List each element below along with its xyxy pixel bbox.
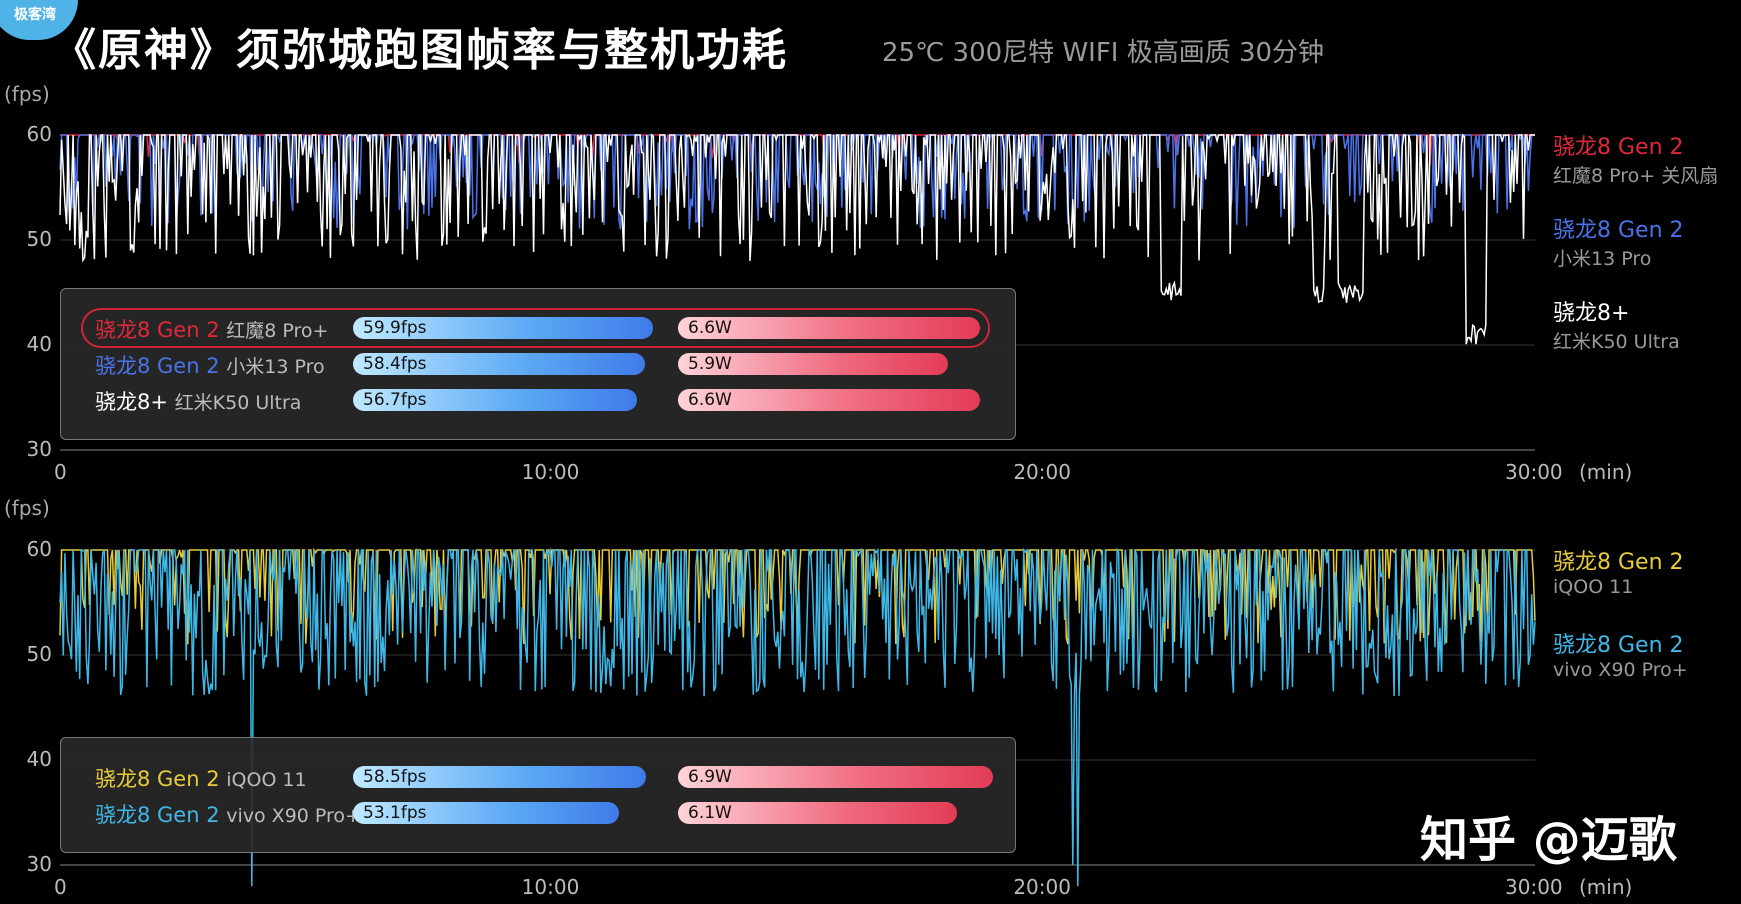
x-tick-label: 30:00 [1505, 875, 1563, 899]
power-bar: 6.1W [678, 802, 957, 824]
summary-device: 红米K50 Ultra [174, 392, 302, 414]
summary-name: 骁龙8 Gen 2 小米13 Pro [95, 350, 325, 380]
y-tick-label: 50 [26, 642, 52, 666]
power-bar-label: 6.6W [688, 390, 732, 410]
power-bar: 6.6W [678, 389, 980, 411]
summary-device: 红魔8 Pro+ [226, 320, 329, 342]
summary-device: iQOO 11 [226, 769, 307, 791]
power-bar-label: 6.6W [688, 318, 732, 338]
summary-row: 骁龙8+ 红米K50 Ultra 56.7fps 6.6W [61, 383, 1015, 417]
series-line-0-2 [59, 133, 1535, 345]
summary-row: 骁龙8 Gen 2 vivo X90 Pro+ 53.1fps 6.1W [61, 796, 1015, 830]
highlight-outline [81, 308, 990, 348]
chart-subtitle: 25℃ 300尼特 WIFI 极高画质 30分钟 [882, 38, 1325, 68]
power-bar: 5.9W [678, 353, 948, 375]
y-tick-label: 40 [26, 747, 52, 771]
summary-chip: 骁龙8 Gen 2 [95, 354, 227, 378]
summary-name: 骁龙8 Gen 2 vivo X90 Pro+ [95, 799, 361, 829]
fps-bar-label: 53.1fps [363, 803, 427, 823]
legend-series-name: 骁龙8 Gen 2 [1553, 633, 1684, 658]
x-tick-label: 0 [54, 460, 67, 484]
watermark-text: 知乎 @迈歌 [1420, 812, 1677, 868]
fps-bar-label: 59.9fps [363, 318, 427, 338]
power-bar-label: 5.9W [688, 354, 732, 374]
x-tick-label: 10:00 [521, 460, 580, 484]
legend-series-device: 红魔8 Pro+ 关风扇 [1553, 165, 1719, 187]
y-axis-unit: (fps) [4, 82, 50, 106]
legend-series-name: 骁龙8 Gen 2 [1553, 550, 1684, 575]
x-tick-label: 10:00 [521, 875, 580, 899]
fps-bar-label: 56.7fps [363, 390, 427, 410]
legend-series-name: 骁龙8+ [1553, 301, 1630, 326]
summary-row: 骁龙8 Gen 2 红魔8 Pro+ 59.9fps 6.6W [61, 308, 1015, 348]
x-axis-unit: (min) [1579, 875, 1633, 899]
y-tick-label: 30 [26, 852, 52, 876]
fps-bar: 56.7fps [353, 389, 637, 411]
x-tick-label: 20:00 [1013, 460, 1071, 484]
summary-chip: 骁龙8 Gen 2 [95, 767, 227, 791]
y-tick-label: 60 [26, 537, 52, 561]
fps-bar: 59.9fps [353, 317, 653, 339]
summary-device: 小米13 Pro [226, 356, 325, 378]
x-tick-label: 30:00 [1505, 460, 1563, 484]
power-bar: 6.9W [678, 766, 993, 788]
summary-box: 骁龙8 Gen 2 iQOO 11 58.5fps 6.9W 骁龙8 Gen 2 vi… [60, 737, 1016, 853]
power-bar-label: 6.1W [688, 803, 732, 823]
x-axis-unit: (min) [1579, 460, 1633, 484]
y-tick-label: 60 [26, 122, 52, 146]
x-tick-label: 0 [54, 875, 67, 899]
fps-bar: 53.1fps [353, 802, 619, 824]
legend-series-device: iQOO 11 [1553, 576, 1634, 598]
y-tick-label: 30 [26, 437, 52, 461]
legend-series-device: 红米K50 Ultra [1553, 331, 1680, 353]
summary-name: 骁龙8 Gen 2 iQOO 11 [95, 763, 307, 793]
fps-bar: 58.4fps [353, 353, 645, 375]
brand-badge-text: 极客湾 [14, 7, 56, 23]
summary-name: 骁龙8 Gen 2 红魔8 Pro+ [95, 314, 328, 344]
power-bar-label: 6.9W [688, 767, 732, 787]
summary-box: 骁龙8 Gen 2 红魔8 Pro+ 59.9fps 6.6W 骁龙8 Gen 2 小… [60, 288, 1016, 440]
x-tick-label: 20:00 [1013, 875, 1071, 899]
summary-chip: 骁龙8 Gen 2 [95, 318, 227, 342]
y-axis-unit: (fps) [4, 496, 50, 520]
legend-series-name: 骁龙8 Gen 2 [1553, 218, 1684, 243]
summary-device: vivo X90 Pro+ [226, 805, 361, 827]
chart-title: 《原神》须弥城跑图帧率与整机功耗 [52, 25, 788, 76]
summary-name: 骁龙8+ 红米K50 Ultra [95, 386, 301, 416]
brand-badge: 极客湾 [0, 0, 78, 40]
legend-series-name: 骁龙8 Gen 2 [1553, 135, 1684, 160]
y-tick-label: 40 [26, 332, 52, 356]
fps-bar-label: 58.5fps [363, 767, 427, 787]
summary-row: 骁龙8 Gen 2 iQOO 11 58.5fps 6.9W [61, 760, 1015, 794]
power-bar: 6.6W [678, 317, 980, 339]
series-line-1-1 [59, 547, 1536, 887]
y-tick-label: 50 [26, 227, 52, 251]
summary-row: 骁龙8 Gen 2 小米13 Pro 58.4fps 5.9W [61, 347, 1015, 381]
summary-chip: 骁龙8+ [95, 390, 175, 414]
legend-series-device: 小米13 Pro [1553, 248, 1652, 270]
legend-series-device: vivo X90 Pro+ [1553, 659, 1688, 681]
fps-bar: 58.5fps [353, 766, 646, 788]
fps-bar-label: 58.4fps [363, 354, 427, 374]
summary-chip: 骁龙8 Gen 2 [95, 803, 227, 827]
